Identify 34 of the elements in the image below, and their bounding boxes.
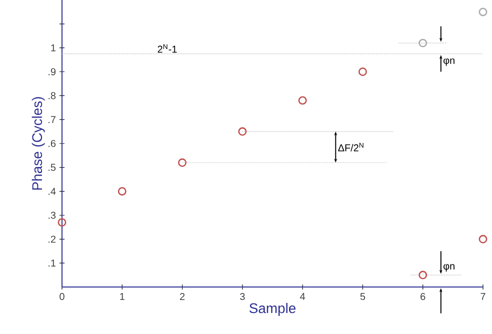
y-tick-label: .1 [48, 260, 56, 267]
x-tick-label: 1 [120, 293, 124, 300]
point [238, 127, 247, 136]
point [118, 187, 126, 196]
y-tick-label: .7 [48, 116, 56, 124]
y-tick-label: .6 [48, 140, 56, 148]
point [178, 158, 187, 167]
point [58, 218, 66, 227]
y-tick-label: 1 [51, 44, 56, 52]
y-tick-label: .2 [48, 236, 56, 243]
x-tick-label: 7 [480, 293, 486, 300]
y-tick-label: .9 [48, 68, 56, 76]
y-tick-label: .4 [48, 188, 56, 195]
x-tick-label: 2 [180, 293, 185, 300]
y-tick-label: .8 [48, 92, 56, 100]
x-tick-label: 6 [420, 293, 426, 300]
x-tick-label: 5 [360, 293, 366, 300]
point [478, 234, 488, 244]
x-tick-label: 3 [240, 293, 245, 300]
point [298, 96, 307, 105]
y-tick-label: .5 [48, 164, 56, 171]
x-tick-label: 4 [300, 293, 306, 300]
x-axis-title: Sample [250, 302, 296, 316]
point [358, 68, 367, 76]
annotation: ΔF/2$^{N}$ [338, 142, 364, 152]
x-tick-label: 0 [60, 293, 64, 300]
y-tick-label: .3 [48, 212, 56, 219]
point [478, 8, 488, 16]
ref-line-label: 2$^{N}$-1 [158, 44, 177, 53]
annotation: φn [444, 58, 454, 66]
point [418, 270, 428, 280]
y-axis-title: Phase (Cycles) [32, 97, 45, 190]
annotation: φn [444, 264, 454, 272]
point [418, 38, 428, 48]
